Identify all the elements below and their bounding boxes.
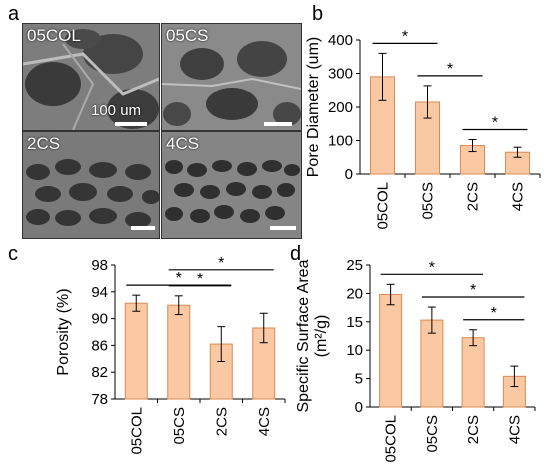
significance-marker: * bbox=[447, 61, 453, 78]
y-axis-label: Porosity (%) bbox=[55, 288, 72, 375]
category-label: 4CS bbox=[510, 182, 527, 211]
bar bbox=[461, 337, 485, 408]
y-tick-label: 300 bbox=[328, 66, 353, 83]
bar bbox=[167, 304, 191, 400]
significance-marker: * bbox=[218, 255, 224, 272]
category-label: 05CS bbox=[171, 407, 188, 445]
y-tick-label: 94 bbox=[91, 284, 108, 301]
category-label: 4CS bbox=[506, 415, 523, 444]
significance-marker: * bbox=[491, 305, 497, 322]
y-tick-label: 100 bbox=[328, 133, 353, 150]
y-tick-label: 98 bbox=[91, 257, 108, 274]
y-tick-label: 78 bbox=[91, 391, 108, 408]
y-axis-label: Pore Diameter (um) bbox=[305, 37, 322, 177]
category-label: 2CS bbox=[465, 415, 482, 444]
scale-bar-label: 100 um bbox=[91, 102, 142, 119]
chart-porosity: 78 82 86 90 94 98 05COL 05CS 2CS 4CS * * * Porosity (… bbox=[55, 255, 286, 455]
category-label: 2CS bbox=[465, 182, 482, 211]
y-tick-label: 90 bbox=[91, 311, 108, 328]
y-tick-label: 0 bbox=[345, 166, 353, 183]
category-label: 05CS bbox=[424, 415, 441, 453]
sem-label: 05COL bbox=[27, 26, 81, 45]
panel-b-letter: b bbox=[312, 3, 324, 25]
bar bbox=[379, 294, 403, 408]
y-tick-label: 400 bbox=[328, 32, 353, 49]
y-tick-label: 5 bbox=[355, 371, 363, 388]
y-tick-label: 0 bbox=[355, 399, 363, 416]
y-tick-label: 82 bbox=[91, 364, 108, 381]
category-label: 4CS bbox=[256, 407, 273, 436]
category-label: 05COL bbox=[383, 415, 400, 463]
y-axis-label: Specific Surface Area bbox=[295, 259, 312, 412]
chart-specific-surface-area: 0 5 10 15 20 25 05COL 05CS 2CS 4CS * * * Specific Sur… bbox=[295, 257, 536, 463]
significance-marker: * bbox=[197, 271, 203, 288]
significance-marker: * bbox=[492, 114, 498, 131]
category-label: 05COL bbox=[375, 182, 392, 230]
y-axis-label-units: (m²/g) bbox=[313, 315, 330, 358]
y-tick-label: 15 bbox=[346, 314, 363, 331]
sem-label: 2CS bbox=[27, 134, 61, 153]
significance-marker: * bbox=[429, 259, 435, 276]
chart-pore-diameter: 0 100 200 300 400 05COL 05CS 2CS 4CS * * * Pore Diam… bbox=[305, 28, 541, 230]
y-tick-label: 10 bbox=[346, 342, 363, 359]
category-label: 05CS bbox=[420, 182, 437, 220]
scale-bar bbox=[131, 226, 155, 230]
panel-c-letter: c bbox=[8, 243, 18, 265]
y-tick-label: 86 bbox=[91, 337, 108, 354]
category-label: 05COL bbox=[128, 407, 145, 455]
sem-image-4cs: 4CS bbox=[161, 131, 302, 239]
significance-marker: * bbox=[470, 282, 476, 299]
y-tick-label: 200 bbox=[328, 99, 353, 116]
scale-bar bbox=[270, 226, 296, 230]
sem-label: 4CS bbox=[166, 134, 200, 153]
y-tick-label: 25 bbox=[346, 257, 363, 274]
significance-marker: * bbox=[176, 270, 182, 287]
sem-label: 05CS bbox=[166, 26, 209, 45]
significance-marker: * bbox=[402, 28, 408, 45]
bar bbox=[124, 302, 148, 400]
category-label: 2CS bbox=[213, 407, 230, 436]
panel-a-letter: a bbox=[8, 3, 20, 25]
sem-image-05cs: 05CS bbox=[161, 23, 302, 131]
panel-d-letter: d bbox=[290, 243, 302, 265]
y-tick-label: 20 bbox=[346, 285, 363, 302]
sem-image-2cs: 2CS bbox=[22, 131, 160, 239]
sem-image-05col: 05COL 100 um bbox=[22, 23, 160, 131]
scale-bar bbox=[264, 122, 292, 126]
scale-bar bbox=[115, 122, 147, 126]
